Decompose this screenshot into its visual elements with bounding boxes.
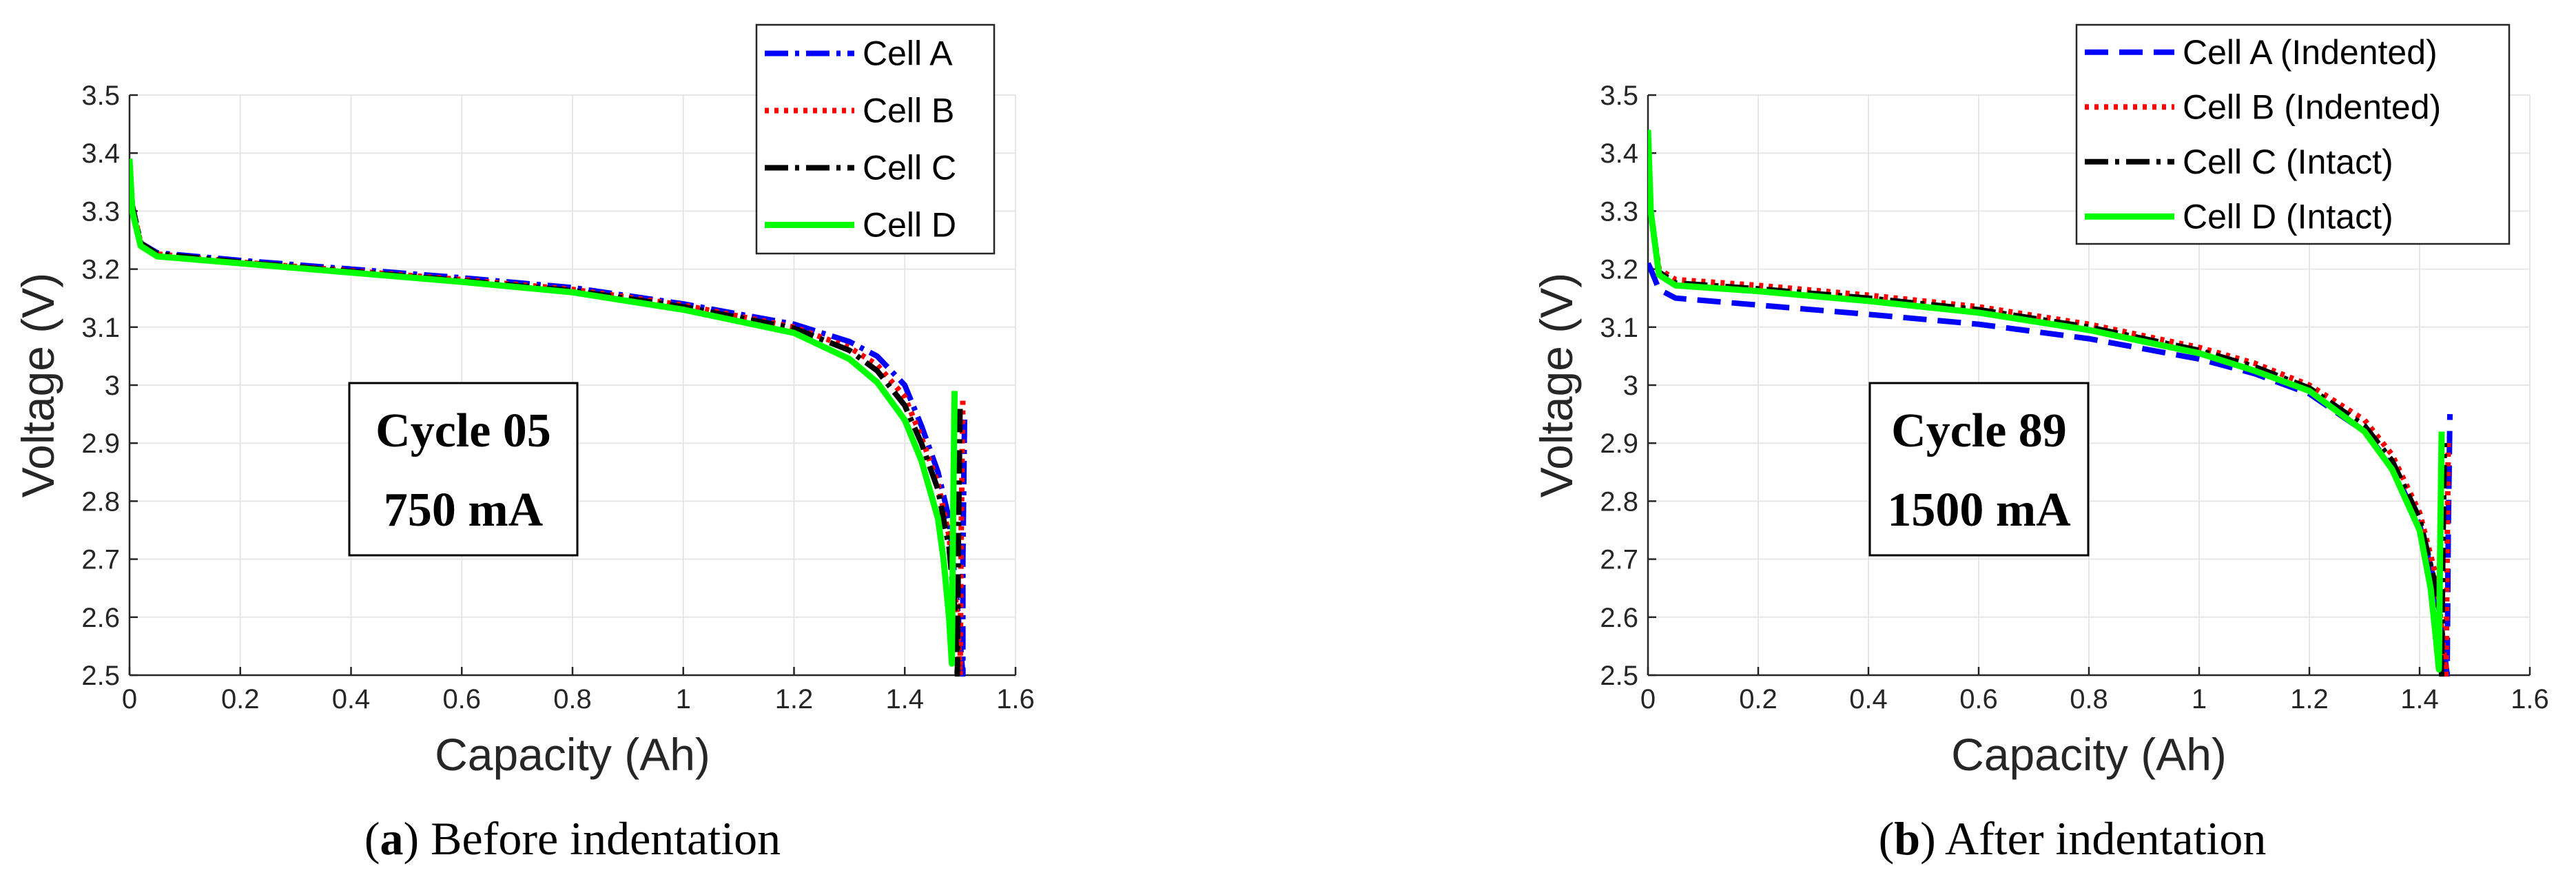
- y-tick-label: 2.5: [1600, 661, 1638, 691]
- legend-box: [755, 23, 996, 255]
- y-tick-label: 3.5: [81, 81, 120, 111]
- y-axis-label: Voltage (V): [12, 273, 63, 498]
- x-tick-label: 0: [1640, 684, 1656, 714]
- y-tick-label: 2.8: [1600, 486, 1638, 517]
- annotation-frame: [348, 382, 579, 557]
- y-tick-label: 3: [105, 371, 120, 401]
- x-tick-label: 0.6: [1959, 684, 1998, 714]
- legend-label: Cell D (Intact): [2183, 197, 2393, 236]
- annotation-line: Cycle 05: [375, 404, 551, 457]
- y-tick-label: 2.7: [1600, 545, 1638, 575]
- x-tick-label: 1.6: [996, 684, 1035, 714]
- panel-caption: (a) Before indentation: [364, 812, 781, 865]
- y-tick-label: 3.2: [81, 255, 120, 285]
- y-tick-label: 3.4: [1600, 138, 1638, 169]
- x-tick-label: 1.4: [2400, 684, 2439, 714]
- y-tick-label: 2.8: [81, 486, 120, 517]
- y-tick-label: 2.7: [81, 545, 120, 575]
- x-axis-label: Capacity (Ah): [1951, 729, 2227, 780]
- legend: Cell A Cell B Cell C Cell D: [755, 23, 996, 255]
- x-tick-label: 0.2: [1739, 684, 1778, 714]
- legend-label: Cell B (Indented): [2183, 87, 2441, 126]
- caption-text: ) Before indentation: [404, 812, 781, 865]
- series-group: [130, 158, 968, 677]
- legend-label: Cell C: [863, 149, 956, 187]
- legend-label: Cell C (Intact): [2183, 143, 2393, 181]
- y-tick-label: 2.9: [1600, 429, 1638, 459]
- x-tick-label: 1.6: [2511, 684, 2549, 714]
- x-tick-label: 0.6: [442, 684, 481, 714]
- y-axis-label: Voltage (V): [1531, 273, 1582, 498]
- y-tick-label: 3.4: [81, 138, 120, 169]
- panel-caption: (b) After indentation: [1879, 812, 2267, 865]
- y-tick-label: 3.1: [81, 313, 120, 343]
- annotation-frame: [1868, 382, 2090, 557]
- x-tick-label: 0.8: [553, 684, 592, 714]
- x-tick-label: 0.8: [2070, 684, 2108, 714]
- x-tick-label: 0.4: [332, 684, 371, 714]
- x-tick-label: 1.4: [885, 684, 924, 714]
- legend-label: Cell D: [863, 206, 956, 245]
- caption-panel-label: b: [1894, 812, 1920, 865]
- y-tick-label: 2.6: [1600, 603, 1638, 633]
- y-tick-label: 2.6: [81, 603, 120, 633]
- x-axis-label: Capacity (Ah): [435, 729, 710, 780]
- y-tick-label: 3.3: [81, 196, 120, 227]
- series-line-cell-d-intact: [1648, 130, 2445, 673]
- y-tick-label: 2.9: [81, 429, 120, 459]
- caption-paren: (: [1879, 812, 1895, 865]
- annotation-line: Cycle 89: [1891, 404, 2067, 457]
- annotation-box: Cycle 05 750 mA: [348, 382, 579, 557]
- x-tick-label: 1: [676, 684, 691, 714]
- x-tick-label: 0.4: [1849, 684, 1888, 714]
- x-tick-label: 1: [2192, 684, 2207, 714]
- annotation-line: 750 mA: [384, 484, 544, 537]
- legend-label: Cell B: [863, 92, 954, 130]
- series-group: [1648, 130, 2453, 677]
- legend: Cell A (Indented) Cell B (Indented) Cell C…: [2075, 23, 2511, 245]
- legend-label: Cell A (Indented): [2183, 33, 2438, 72]
- series-line-cell-d: [130, 158, 958, 667]
- legend-label: Cell A: [863, 34, 953, 73]
- y-tick-label: 3.1: [1600, 313, 1638, 343]
- y-tick-label: 3.2: [1600, 255, 1638, 285]
- caption-paren: (: [364, 812, 380, 865]
- caption-panel-label: a: [380, 812, 404, 865]
- y-tick-label: 3.5: [1600, 81, 1638, 111]
- chart-panel-a: 0 0.2 0.4 0.6 0.8 1 1.2 1.4 1.6 2.5 2.6 2.7 2.8 2.9 3 3…: [12, 23, 1035, 865]
- legend-box: [2075, 23, 2511, 245]
- annotation-line: 1500 mA: [1887, 484, 2071, 537]
- x-tick-label: 1.2: [775, 684, 814, 714]
- y-tick-label: 3: [1623, 371, 1638, 401]
- y-tick-label: 3.3: [1600, 196, 1638, 227]
- chart-panel-b: 0 0.2 0.4 0.6 0.8 1 1.2 1.4 1.6 2.5 2.6 2.7 2.8 2.9 3 3…: [1531, 23, 2549, 865]
- x-tick-label: 1.2: [2290, 684, 2329, 714]
- y-tick-label: 2.5: [81, 661, 120, 691]
- series-line-cell-b-indented: [1648, 141, 2451, 677]
- annotation-box: Cycle 89 1500 mA: [1868, 382, 2090, 557]
- x-tick-label: 0: [122, 684, 137, 714]
- caption-text: ) After indentation: [1920, 812, 2266, 865]
- x-tick-label: 0.2: [221, 684, 260, 714]
